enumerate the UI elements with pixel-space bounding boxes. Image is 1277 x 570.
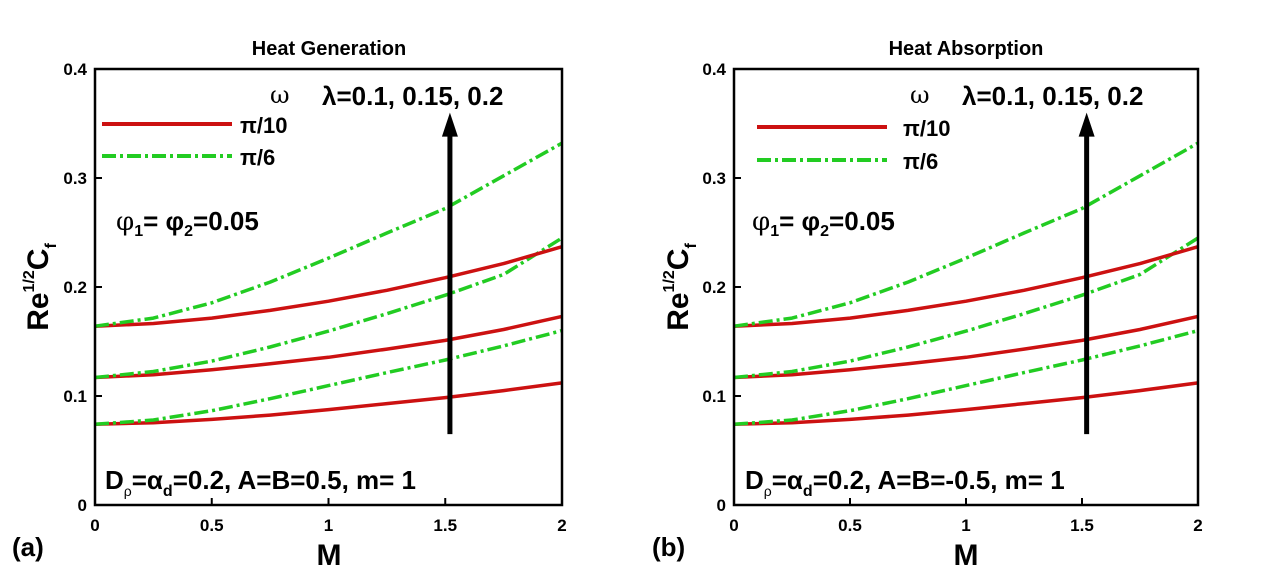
panel-a: (a) Heat Generation M Re1/2Cf 0 0.5 1 1.5 20… xyxy=(12,38,567,570)
x-tick-label: 1 xyxy=(324,516,333,535)
y-tick-label: 0.3 xyxy=(63,169,87,188)
y-tick-label: 0.1 xyxy=(63,387,87,406)
series-line-pi6-1 xyxy=(94,328,563,427)
legend-title-omega: ω xyxy=(270,81,290,109)
y-label-c: C xyxy=(22,249,55,271)
phi-annotation-sub1: 1 xyxy=(134,223,143,240)
y-label-sup: 1/2 xyxy=(21,270,38,292)
x-tick-label: 1 xyxy=(961,516,970,535)
y-label-sub: f xyxy=(43,243,60,249)
series-line-pi10-0 xyxy=(94,381,563,427)
phi-annotation-a: φ xyxy=(752,207,770,237)
svg-text:Re1/2Cf: Re1/2Cf xyxy=(21,243,60,331)
y-tick-label: 0.3 xyxy=(702,169,726,188)
chart-title: Heat Generation xyxy=(252,38,406,60)
phi-annotation-sub2: 2 xyxy=(184,223,193,240)
x-tick-label: 2 xyxy=(1193,516,1202,535)
params-sub2: d xyxy=(803,483,813,500)
series-line-pi10-4 xyxy=(733,245,1199,328)
lambda-annotation: λ=0.1, 0.15, 0.2 xyxy=(322,81,503,111)
series-line-pi6-3 xyxy=(733,236,1199,380)
y-tick-label: 0.2 xyxy=(63,278,87,297)
params-c: =0.2, A=B=0.5, m= 1 xyxy=(173,465,416,495)
phi-annotation-end: =0.05 xyxy=(829,206,895,236)
params-c: =0.2, A=B=-0.5, m= 1 xyxy=(813,465,1065,495)
params-annotation: Dρ=αd=0.2, A=B=0.5, m= 1 xyxy=(105,465,416,500)
series-line-pi6-3 xyxy=(94,236,563,380)
svg-text:Re1/2Cf: Re1/2Cf xyxy=(661,243,700,331)
y-label-sub: f xyxy=(683,243,700,249)
phi-annotation-a: φ xyxy=(116,207,134,237)
series-line-pi10-2 xyxy=(733,314,1199,380)
y-label-re: Re xyxy=(22,292,55,330)
x-axis-label: M xyxy=(317,539,342,570)
params-annotation: Dρ=αd=0.2, A=B=-0.5, m= 1 xyxy=(745,465,1065,500)
x-tick-label: 0.5 xyxy=(200,516,224,535)
legend-title-omega: ω xyxy=(910,81,930,109)
tick-layer: 0 0.5 1 1.5 2 0 0.1 0.2 0.3 0.4 xyxy=(702,60,1202,535)
series-line-pi6-5 xyxy=(94,141,563,328)
params-sub1: ρ xyxy=(764,483,772,499)
params-b: =α xyxy=(132,465,163,495)
y-label-c: C xyxy=(662,249,695,271)
x-tick-label: 1.5 xyxy=(433,516,457,535)
legend-label-pi6: π/6 xyxy=(240,145,275,170)
phi-annotation-sub2: 2 xyxy=(820,223,829,240)
legend-label-pi10: π/10 xyxy=(240,113,287,138)
params-a: D xyxy=(105,465,124,495)
phi-annotation: φ1= φ2=0.05 xyxy=(752,206,895,240)
panel-b: (b) Heat Absorption M Re1/2Cf 0 0.5 1 1.5 20… xyxy=(652,38,1203,570)
trend-arrow-head xyxy=(1078,112,1095,137)
params-sub1: ρ xyxy=(124,483,132,499)
plot-frame xyxy=(93,67,564,507)
plot-frame xyxy=(732,67,1200,507)
phi-annotation-mid: = φ xyxy=(779,206,820,236)
phi-annotation-sub1: 1 xyxy=(770,223,779,240)
x-tick-label: 0 xyxy=(90,516,99,535)
series-line-pi10-0 xyxy=(733,381,1199,427)
params-a: D xyxy=(745,465,764,495)
y-tick-label: 0.4 xyxy=(63,60,87,79)
y-tick-label: 0.1 xyxy=(702,387,726,406)
tick-layer: 0 0.5 1 1.5 2 0 0.1 0.2 0.3 0.4 xyxy=(63,60,566,535)
series-layer xyxy=(94,141,563,427)
y-tick-label: 0.2 xyxy=(702,278,726,297)
x-axis-label: M xyxy=(954,539,979,570)
series-line-pi6-1 xyxy=(733,328,1199,427)
trend-arrow-head xyxy=(441,112,458,137)
y-label-re: Re xyxy=(662,292,695,330)
series-line-pi10-2 xyxy=(94,314,563,380)
panel-label: (a) xyxy=(12,532,44,562)
y-tick-label: 0 xyxy=(78,496,87,515)
phi-annotation-end: =0.05 xyxy=(193,206,259,236)
x-tick-label: 2 xyxy=(557,516,566,535)
series-layer xyxy=(733,141,1199,427)
y-tick-label: 0 xyxy=(717,496,726,515)
chart-title: Heat Absorption xyxy=(889,38,1044,60)
arrow-layer xyxy=(441,112,458,435)
x-tick-label: 0.5 xyxy=(838,516,862,535)
y-label-sup: 1/2 xyxy=(661,270,678,292)
lambda-annotation: λ=0.1, 0.15, 0.2 xyxy=(962,81,1143,111)
y-axis-label: Re1/2Cf xyxy=(661,243,700,331)
phi-annotation-mid: = φ xyxy=(143,206,184,236)
y-tick-label: 0.4 xyxy=(702,60,726,79)
series-line-pi10-4 xyxy=(94,245,563,328)
panel-label: (b) xyxy=(652,532,685,562)
phi-annotation: φ1= φ2=0.05 xyxy=(116,206,259,240)
arrow-layer xyxy=(1078,112,1095,435)
series-line-pi6-5 xyxy=(733,141,1199,328)
legend-label-pi10: π/10 xyxy=(903,116,950,141)
y-axis-label: Re1/2Cf xyxy=(21,243,60,331)
x-tick-label: 0 xyxy=(729,516,738,535)
params-sub2: d xyxy=(163,483,173,500)
params-b: =α xyxy=(772,465,803,495)
x-tick-label: 1.5 xyxy=(1070,516,1094,535)
legend-label-pi6: π/6 xyxy=(903,149,938,174)
